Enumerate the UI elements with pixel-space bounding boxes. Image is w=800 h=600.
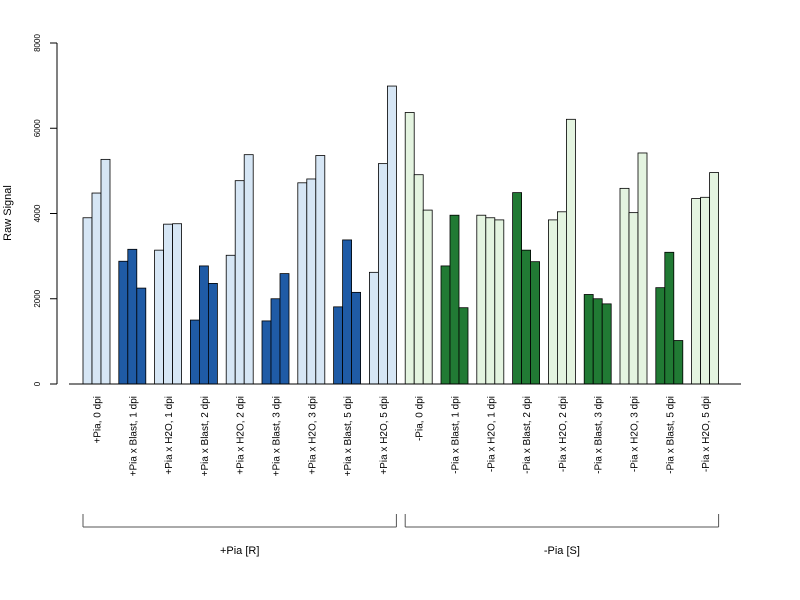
bar	[458, 307, 469, 385]
bars	[82, 85, 719, 385]
x-tick-label: +Pia x H2O, 2 dpi	[236, 396, 247, 475]
x-tick-label: +Pia x Blast, 3 dpi	[272, 396, 283, 476]
bar	[583, 294, 594, 385]
x-tick-label: -Pia, 0 dpi	[415, 396, 426, 441]
bar	[566, 118, 576, 385]
bar	[413, 174, 424, 385]
bar	[377, 163, 388, 385]
bar	[530, 261, 540, 385]
bar	[333, 306, 344, 385]
x-tick-label: -Pia x Blast, 2 dpi	[522, 396, 533, 474]
bar	[601, 303, 612, 385]
bar	[118, 260, 129, 385]
x-tick-label: +Pia x Blast, 2 dpi	[200, 396, 211, 476]
y-tick-label: 4000	[33, 204, 42, 222]
bar	[297, 182, 308, 385]
bar	[342, 239, 353, 385]
bar	[270, 298, 281, 385]
x-tick-label: +Pia x Blast, 1 dpi	[128, 396, 139, 476]
bar	[673, 340, 684, 385]
bar	[637, 152, 648, 385]
bar	[592, 298, 603, 385]
x-tick-labels: +Pia, 0 dpi +Pia x Blast, 1 dpi +Pia x H2O…	[93, 396, 713, 476]
group-brackets: +Pia [R] -Pia [S]	[82, 514, 720, 557]
bar	[548, 219, 558, 385]
bar	[449, 214, 460, 385]
bar	[351, 291, 362, 385]
bar	[440, 265, 451, 385]
bar	[494, 219, 505, 385]
y-tick-label: 8000	[33, 34, 42, 52]
x-tick-label: -Pia x H2O, 5 dpi	[701, 396, 712, 472]
y-tick-label: 2000	[33, 289, 42, 307]
bar	[619, 187, 630, 385]
bar	[100, 158, 111, 385]
y-tick-label: 0	[33, 381, 42, 386]
x-tick-label: +Pia x Blast, 5 dpi	[343, 396, 354, 476]
group-label: +Pia [R]	[220, 545, 259, 557]
bar	[261, 320, 272, 385]
bar	[404, 112, 415, 385]
bar	[628, 212, 639, 385]
bar	[207, 283, 218, 385]
bar	[82, 217, 93, 385]
x-tick-label: +Pia x H2O, 5 dpi	[379, 396, 390, 475]
x-tick-label: -Pia x H2O, 3 dpi	[630, 396, 641, 472]
bar	[476, 214, 487, 385]
x-tick-label: +Pia x H2O, 3 dpi	[307, 396, 318, 475]
bar	[127, 248, 138, 385]
bar	[91, 192, 102, 385]
bar	[485, 217, 496, 385]
x-tick-label: -Pia x Blast, 5 dpi	[665, 396, 676, 474]
bar	[691, 198, 701, 385]
bar	[279, 273, 290, 385]
y-axis-label: Raw Signal	[2, 185, 14, 241]
bar	[386, 85, 397, 385]
bar	[557, 211, 567, 385]
bar	[234, 180, 245, 385]
bar	[306, 178, 317, 385]
bar	[243, 154, 254, 385]
bar	[172, 223, 183, 385]
bar	[422, 209, 433, 385]
group-label: -Pia [S]	[544, 545, 580, 557]
x-tick-label: +Pia x H2O, 1 dpi	[164, 396, 175, 475]
bar	[709, 172, 719, 385]
x-tick-label: -Pia x Blast, 1 dpi	[451, 396, 462, 474]
bar	[368, 271, 379, 385]
x-tick-label: -Pia x H2O, 2 dpi	[558, 396, 569, 472]
bar	[154, 249, 165, 385]
bar	[655, 287, 666, 385]
bar	[198, 265, 209, 385]
y-tick-label: 6000	[33, 119, 42, 137]
bar	[189, 319, 200, 385]
bar	[521, 249, 531, 385]
bar	[315, 155, 326, 385]
bar	[700, 196, 710, 385]
bar	[136, 287, 147, 385]
x-tick-label: -Pia x Blast, 3 dpi	[594, 396, 605, 474]
bar	[225, 254, 236, 385]
x-tick-label: +Pia, 0 dpi	[93, 396, 104, 444]
bar	[163, 223, 174, 385]
bar	[664, 251, 675, 385]
x-tick-label: -Pia x H2O, 1 dpi	[486, 396, 497, 472]
bar	[512, 192, 522, 385]
y-axis: 0 2000 4000 6000 8000	[33, 34, 58, 386]
